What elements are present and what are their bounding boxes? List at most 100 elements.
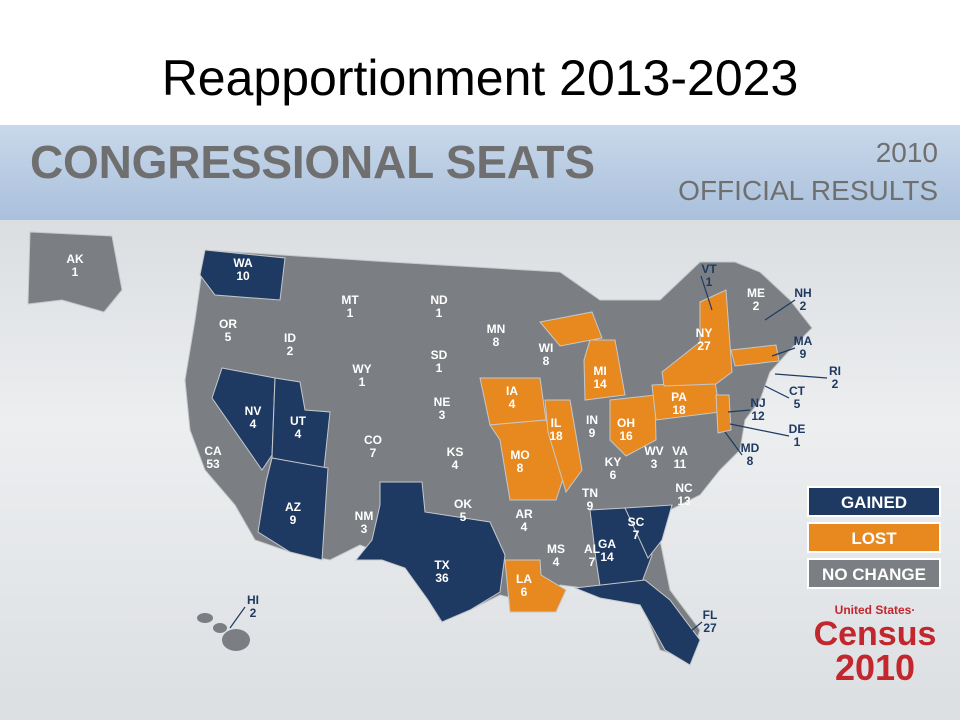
leader-line [764, 385, 790, 399]
leader-line [729, 423, 790, 437]
state-abbr: OK [454, 497, 472, 511]
state-seats: 9 [587, 499, 594, 513]
state-seats: 4 [295, 427, 302, 441]
state-shape [715, 394, 732, 434]
state-seats: 2 [287, 344, 294, 358]
state-seats: 4 [452, 458, 459, 472]
state-seats: 2 [753, 299, 760, 313]
state-abbr: CA [204, 444, 222, 458]
state-abbr: WA [233, 256, 253, 270]
state-abbr: MN [487, 322, 506, 336]
state-seats: 27 [697, 339, 711, 353]
state-shape [624, 504, 673, 559]
state-abbr: WV [644, 444, 663, 458]
alaska-shape [27, 231, 123, 313]
state-seats: 16 [619, 429, 633, 443]
state-seats: 3 [439, 408, 446, 422]
state-shape [257, 457, 329, 561]
leader-line [764, 299, 796, 321]
state-seats: 27 [703, 621, 717, 635]
state-seats: 12 [751, 409, 765, 423]
state-seats: 4 [509, 397, 516, 411]
state-seats: 8 [543, 354, 550, 368]
state-abbr: SC [628, 515, 645, 529]
state-seats: 10 [236, 269, 250, 283]
state-abbr: FL [703, 608, 718, 622]
state-shape [544, 399, 583, 494]
state-seats: 7 [633, 528, 640, 542]
logo-year: 2010 [835, 647, 915, 688]
state-abbr: TX [434, 558, 449, 572]
state-seats: 53 [206, 457, 220, 471]
state-shape [661, 289, 733, 387]
state-seats: 2 [250, 606, 257, 620]
state-seats: 9 [800, 347, 807, 361]
state-seats: 6 [521, 585, 528, 599]
state-abbr: NM [355, 509, 374, 523]
state-abbr: LA [516, 572, 532, 586]
state-abbr: NC [675, 481, 693, 495]
state-seats: 14 [593, 377, 607, 391]
state-shape [609, 394, 657, 457]
state-abbr: TN [582, 486, 598, 500]
state-seats: 1 [359, 375, 366, 389]
state-abbr: RI [829, 364, 841, 378]
state-abbr: MT [341, 293, 359, 307]
state-abbr: KY [605, 455, 622, 469]
state-seats: 1 [347, 306, 354, 320]
state-seats: 18 [672, 403, 686, 417]
state-seats: 5 [794, 397, 801, 411]
header-subtitle: OFFICIAL RESULTS [678, 175, 938, 206]
state-seats: 4 [553, 555, 560, 569]
state-shape [730, 344, 780, 367]
state-seats: 7 [370, 446, 377, 460]
state-abbr: SD [431, 348, 448, 362]
logo-name: Census [814, 615, 937, 653]
state-seats: 8 [517, 461, 524, 475]
legend: GAINED LOST NO CHANGE [807, 486, 941, 589]
state-abbr: ND [430, 293, 448, 307]
state-shape [354, 481, 506, 623]
state-seats: 7 [589, 555, 596, 569]
state-abbr: OH [617, 416, 635, 430]
state-shape [583, 339, 626, 401]
state-abbr: KS [447, 445, 464, 459]
state-abbr: CO [364, 433, 382, 447]
hawaii-shape [197, 613, 250, 651]
state-seats: 4 [521, 520, 528, 534]
state-abbr: WI [539, 341, 554, 355]
leader-line [774, 373, 828, 379]
state-abbr: MI [593, 364, 606, 378]
legend-label: NO CHANGE [822, 565, 926, 584]
state-abbr: IN [586, 413, 598, 427]
state-abbr: DE [789, 422, 806, 436]
state-shape [199, 249, 286, 301]
leader-line [700, 275, 713, 311]
state-seats: 36 [435, 571, 449, 585]
state-abbr: MS [547, 542, 565, 556]
state-seats: 11 [674, 457, 687, 471]
state-seats: 5 [460, 510, 467, 524]
state-abbr: IL [551, 416, 562, 430]
legend-swatch [807, 486, 941, 517]
state-seats: 9 [290, 513, 297, 527]
leader-line [679, 621, 703, 641]
state-abbr: HI [247, 593, 259, 607]
state-abbr: MA [794, 334, 813, 348]
state-shape [574, 579, 701, 666]
state-abbr: CT [789, 384, 806, 398]
legend-label: LOST [851, 529, 897, 548]
slide-title: Reapportionment 2013-2023 [162, 50, 799, 106]
state-seats: 1 [436, 306, 443, 320]
state-abbr: MD [741, 441, 760, 455]
state-seats: 1 [794, 435, 801, 449]
state-seats: 6 [610, 468, 617, 482]
state-seats: 5 [225, 330, 232, 344]
state-seats: 8 [747, 454, 754, 468]
state-abbr: UT [290, 414, 307, 428]
legend-swatch [807, 522, 941, 553]
state-seats: 1 [436, 361, 443, 375]
state-abbr: ME [747, 286, 765, 300]
